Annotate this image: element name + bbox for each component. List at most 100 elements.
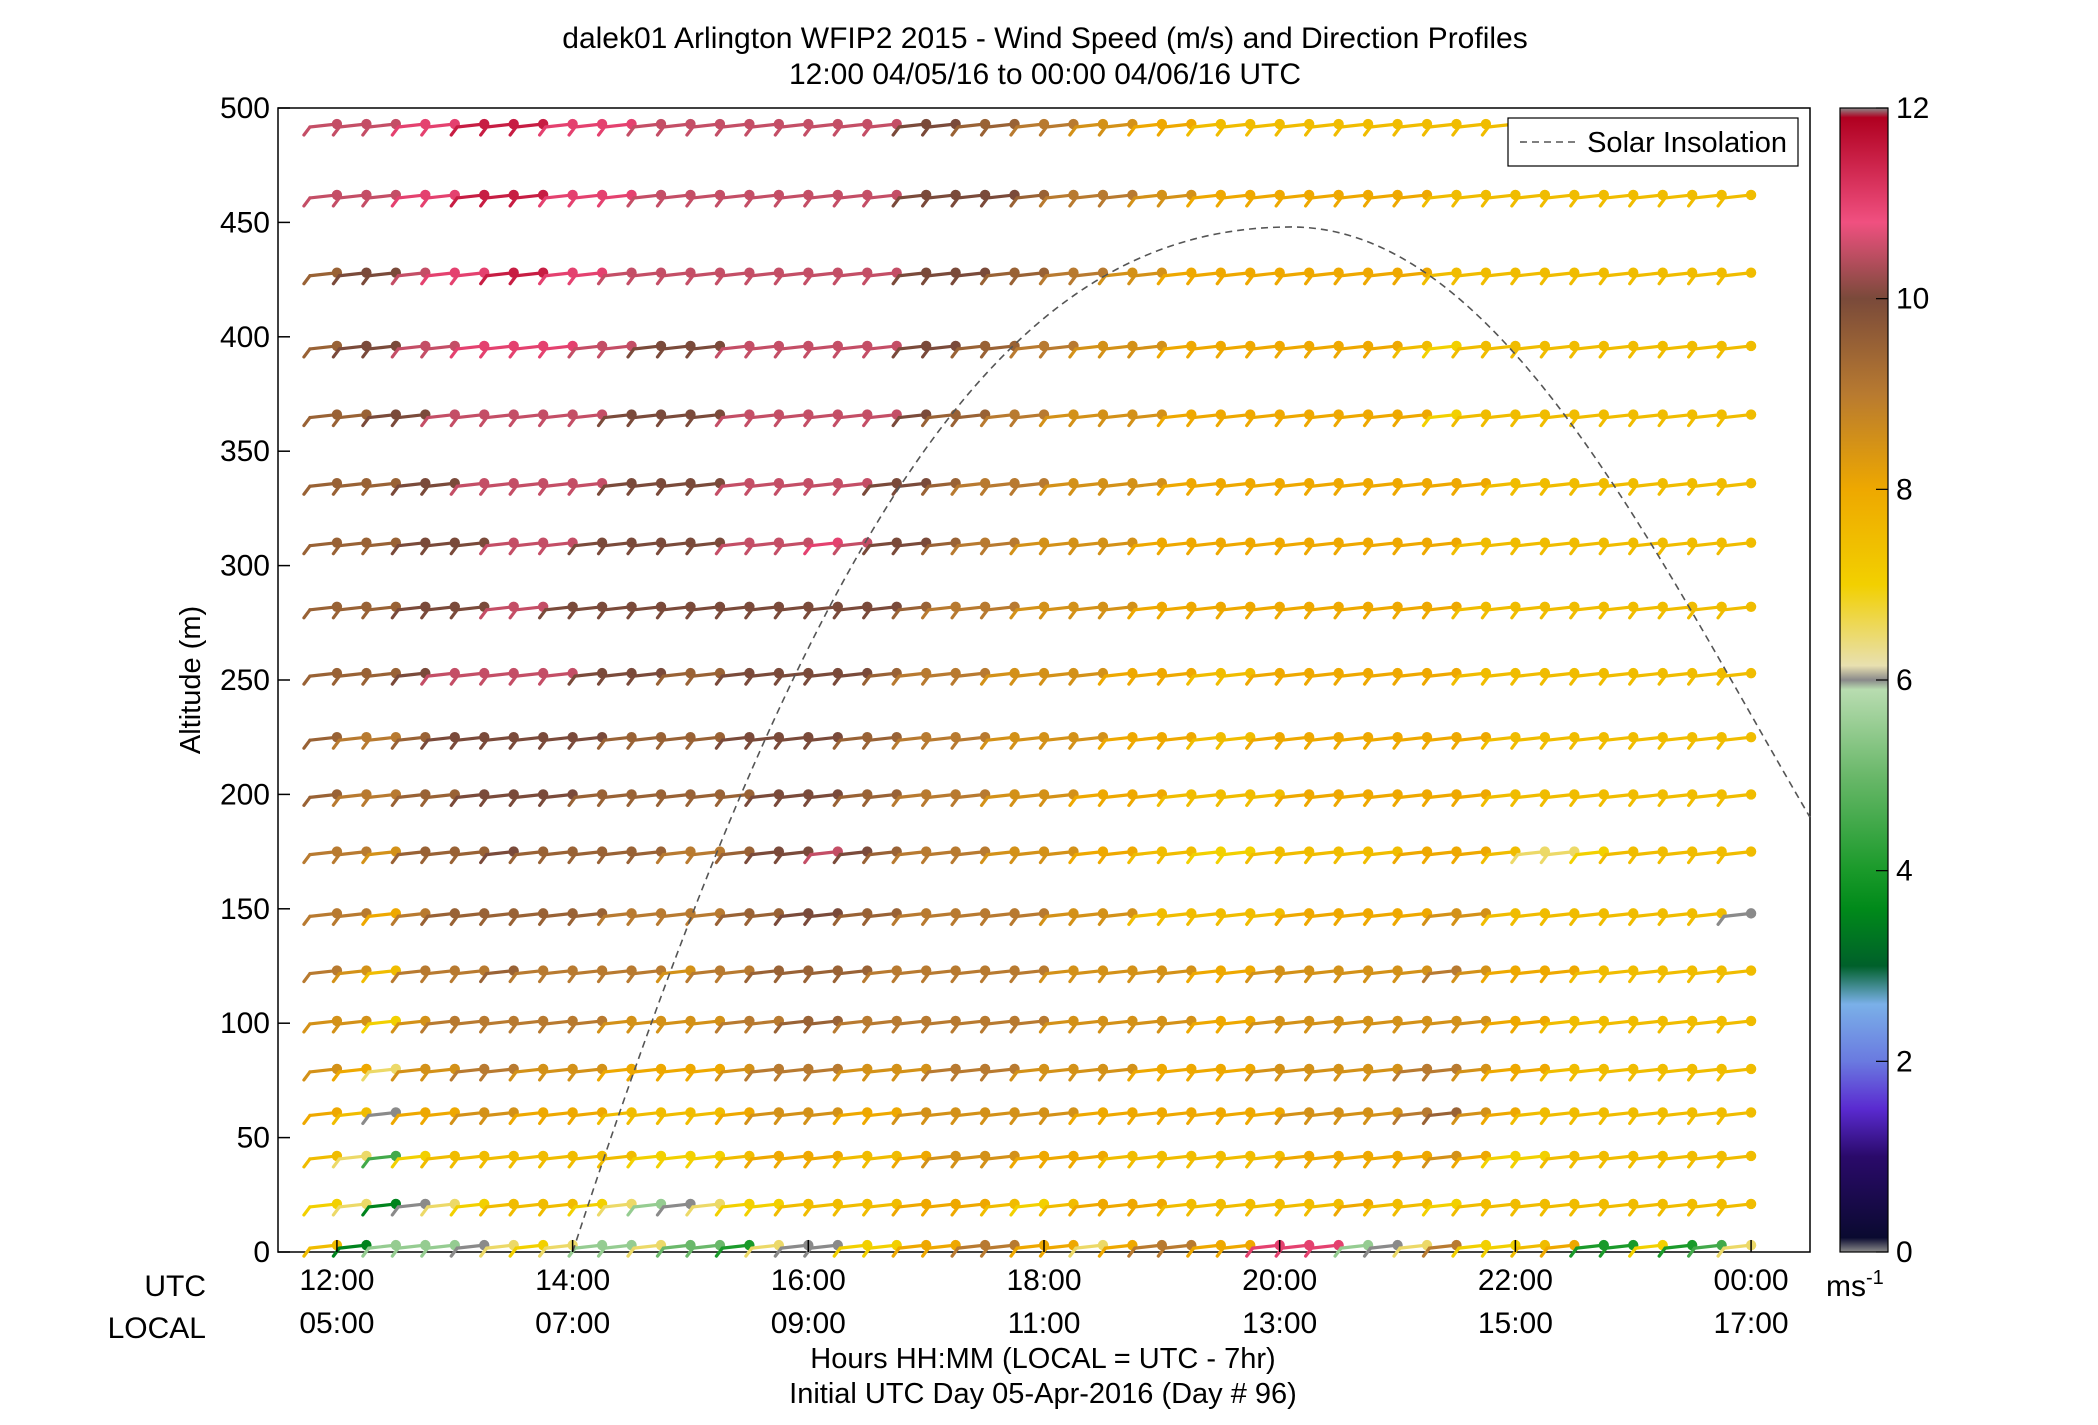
wind-barb-flag xyxy=(921,852,931,865)
wind-barb-flag xyxy=(1539,347,1549,359)
wind-barb-flag xyxy=(1009,484,1019,496)
wind-barb-flag xyxy=(1716,674,1726,686)
wind-barb-flag xyxy=(803,347,813,359)
wind-barb-flag xyxy=(508,1157,518,1169)
wind-barb-flag xyxy=(479,1022,489,1034)
wind-barb-flag xyxy=(1716,971,1726,984)
wind-barb-flag xyxy=(1333,608,1343,620)
wind-barb-flag xyxy=(950,544,960,556)
colorbar-tick-label: 0 xyxy=(1896,1236,1913,1269)
wind-barb-flag xyxy=(1657,544,1667,556)
wind-barb-flag xyxy=(1245,1246,1255,1258)
wind-barb-flag xyxy=(1274,125,1284,137)
wind-barb-point xyxy=(1745,908,1757,919)
wind-barb-flag xyxy=(1038,274,1049,286)
wind-barb-flag xyxy=(803,125,813,137)
wind-barb-flag xyxy=(1274,484,1284,496)
wind-barb-flag xyxy=(803,674,813,686)
wind-barb xyxy=(1716,1150,1757,1169)
wind-barb-flag xyxy=(1215,484,1225,496)
wind-barb-flag xyxy=(1127,274,1137,286)
wind-barb xyxy=(1569,965,1609,984)
wind-barb-flag xyxy=(1628,852,1638,865)
wind-barb-flag xyxy=(1716,1022,1726,1034)
wind-barb-flag xyxy=(1068,795,1078,808)
wind-barb xyxy=(773,267,814,286)
wind-barb-flag xyxy=(1362,1157,1373,1169)
wind-barb-flag xyxy=(479,1070,489,1082)
wind-barb-flag xyxy=(1716,484,1726,496)
wind-barb-flag xyxy=(1716,852,1726,865)
wind-barb-flag xyxy=(1038,415,1049,428)
wind-barb-flag xyxy=(891,914,901,926)
wind-barb-flag xyxy=(420,608,430,620)
wind-barb-flag xyxy=(1097,852,1107,865)
legend: Solar Insolation xyxy=(1507,117,1799,167)
wind-barb xyxy=(449,789,490,808)
wind-barb xyxy=(1274,1107,1315,1126)
wind-barb-flag xyxy=(361,738,371,750)
wind-barb-flag xyxy=(1009,415,1019,428)
wind-barb-flag xyxy=(596,1070,607,1082)
wind-barb-flag xyxy=(1392,196,1402,208)
wind-barb-flag xyxy=(1539,274,1549,286)
wind-barb-flag xyxy=(1510,738,1520,750)
wind-barb-flag xyxy=(1097,544,1107,556)
wind-barb-flag xyxy=(1539,795,1549,808)
wind-barb-flag xyxy=(508,347,518,359)
wind-barb-flag xyxy=(1598,484,1608,496)
wind-barb xyxy=(1657,1150,1698,1169)
wind-barb xyxy=(1068,908,1109,926)
wind-barb-flag xyxy=(1304,971,1314,984)
wind-barb-flag xyxy=(832,738,842,750)
wind-barb-flag xyxy=(1569,674,1579,686)
wind-barb-flag xyxy=(803,415,813,428)
wind-barb-flag xyxy=(567,1070,577,1082)
wind-barb xyxy=(1333,601,1374,620)
wind-barb-flag xyxy=(1421,608,1432,620)
wind-barb xyxy=(1716,965,1757,984)
wind-barb-flag xyxy=(1451,1022,1461,1034)
wind-barb-flag xyxy=(891,795,901,808)
wind-barb-flag xyxy=(508,1205,518,1217)
wind-barb xyxy=(685,409,726,428)
wind-barb-flag xyxy=(1480,971,1490,984)
wind-barb xyxy=(891,789,932,808)
wind-barb-flag xyxy=(1127,1113,1137,1126)
wind-barb-flag xyxy=(1009,1205,1019,1217)
wind-barb xyxy=(1333,1063,1374,1082)
wind-barb-flag xyxy=(508,544,518,556)
wind-barb-flag xyxy=(1421,274,1432,286)
wind-barb-flag xyxy=(626,125,636,137)
wind-barb-flag xyxy=(1245,795,1255,808)
wind-barb-flag xyxy=(596,196,607,208)
wind-barb-flag xyxy=(626,274,636,286)
wind-barb-point xyxy=(1745,1198,1757,1210)
wind-barb-flag xyxy=(1127,347,1137,359)
wind-barb-flag xyxy=(832,347,842,359)
wind-barb-flag xyxy=(891,971,901,984)
wind-barb xyxy=(1687,601,1727,620)
utc-row-label: UTC xyxy=(144,1270,206,1303)
x-tick-label-utc: 22:00 xyxy=(1478,1264,1553,1297)
wind-barb-flag xyxy=(479,971,489,984)
wind-barb xyxy=(302,1150,343,1169)
wind-barb-flag xyxy=(1687,1113,1697,1126)
wind-barb-flag xyxy=(979,274,990,286)
wind-barb-flag xyxy=(1480,347,1490,359)
wind-barb-flag xyxy=(361,1205,371,1217)
wind-barb xyxy=(508,789,549,808)
wind-barb xyxy=(1716,789,1757,808)
wind-barb-flag xyxy=(1421,1070,1432,1082)
wind-barb-flag xyxy=(1421,196,1432,208)
y-tick-label: 150 xyxy=(220,893,270,926)
wind-barb-flag xyxy=(331,1157,341,1169)
wind-barb xyxy=(1156,1198,1197,1217)
wind-barb-flag xyxy=(950,125,960,137)
wind-barb-flag xyxy=(302,196,312,208)
wind-barb-flag xyxy=(449,852,459,865)
wind-barb xyxy=(714,732,755,750)
wind-barb xyxy=(390,732,431,750)
x-tick-label-utc: 18:00 xyxy=(1006,1264,1081,1297)
